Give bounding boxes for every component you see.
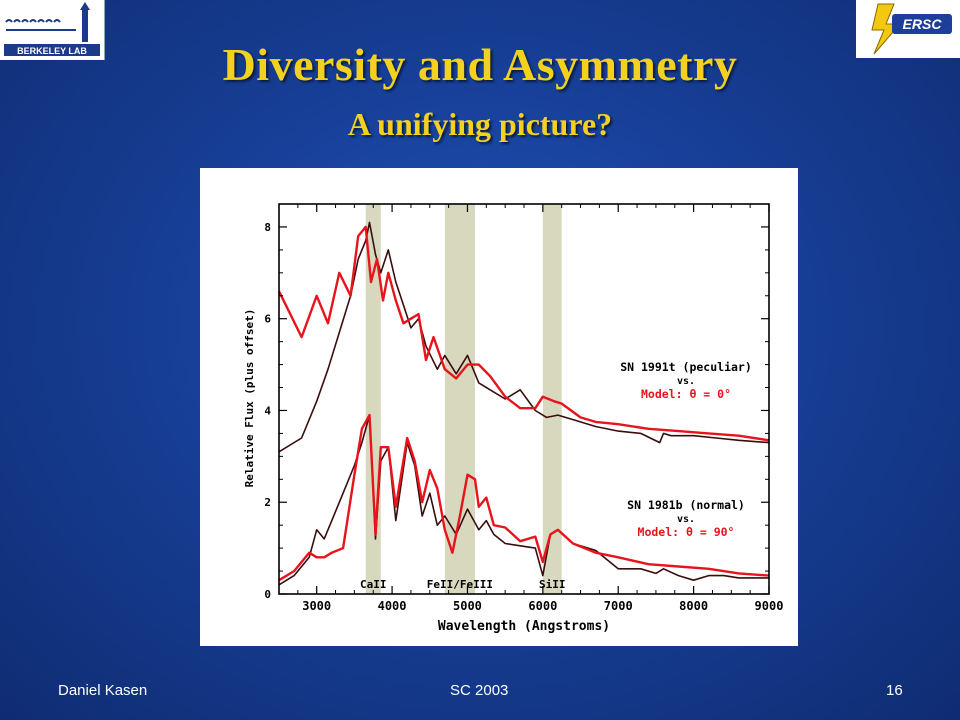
- berkeley-lab-logo-text: BERKELEY LAB: [17, 46, 87, 56]
- footer-event: SC 2003: [450, 682, 509, 699]
- x-tick-label: 4000: [378, 599, 407, 613]
- band-label: CaII: [360, 578, 387, 591]
- annotation-vs-bottom: vs.: [677, 514, 695, 525]
- y-tick-label: 2: [264, 496, 271, 509]
- slide-title: Diversity and Asymmetry: [222, 39, 738, 90]
- nersc-logo-text: ERSC: [903, 16, 943, 32]
- x-tick-label: 6000: [528, 599, 557, 613]
- spectrum-line-1: [277, 225, 770, 442]
- x-tick-label: 8000: [679, 599, 708, 613]
- ticks-layer: 3000 4000 5000 6000 7000 8000 9000 0 2 4 6 8: [264, 204, 783, 613]
- annotation-model-90: Model: θ = 90°: [638, 525, 735, 539]
- berkeley-lab-logo: BERKELEY LAB: [0, 0, 105, 60]
- spectrum-line-2: [278, 414, 769, 586]
- y-tick-label: 8: [264, 221, 271, 234]
- y-axis-label: Relative Flux (plus offset): [243, 309, 256, 488]
- annotation-model-0: Model: θ = 0°: [641, 387, 731, 401]
- x-tick-label: 7000: [604, 599, 633, 613]
- y-tick-label: 6: [264, 313, 271, 326]
- band-labels-layer: CaII FeII/FeIII SiII: [360, 578, 566, 591]
- y-tick-label: 4: [264, 404, 271, 417]
- spectrum-line-0: [278, 221, 770, 453]
- x-tick-label: 9000: [755, 599, 784, 613]
- berkeley-lab-logo-graphic: BERKELEY LAB: [4, 2, 100, 56]
- x-axis-label: Wavelength (Angstroms): [438, 619, 610, 634]
- band-label: SiII: [539, 578, 566, 591]
- absorption-band: [444, 204, 475, 594]
- bands-layer: [365, 204, 562, 594]
- slide-subtitle: A unifying picture?: [347, 106, 613, 142]
- nersc-logo-graphic: ERSC: [871, 3, 952, 55]
- x-tick-label: 3000: [302, 599, 331, 613]
- band-label: FeII/FeIII: [427, 578, 493, 591]
- absorption-band: [542, 204, 562, 594]
- y-tick-label: 0: [264, 588, 271, 601]
- spectrum-figure: 3000 4000 5000 6000 7000 8000 9000 0 2 4 6 8 CaII Fe…: [200, 168, 798, 646]
- nersc-logo: ERSC: [856, 0, 960, 58]
- annotation-sn1981b: SN 1981b (normal): [627, 498, 745, 512]
- spectrum-chart: 3000 4000 5000 6000 7000 8000 9000 0 2 4 6 8 CaII Fe…: [243, 203, 783, 634]
- annotation-vs-top: vs.: [677, 376, 695, 387]
- footer-page-number: 16: [886, 682, 903, 699]
- footer-author: Daniel Kasen: [58, 682, 148, 699]
- annotation-sn1991t: SN 1991t (peculiar): [620, 360, 752, 374]
- spectrum-line-3: [278, 413, 770, 582]
- x-tick-label: 5000: [453, 599, 482, 613]
- series-layer: [277, 221, 770, 586]
